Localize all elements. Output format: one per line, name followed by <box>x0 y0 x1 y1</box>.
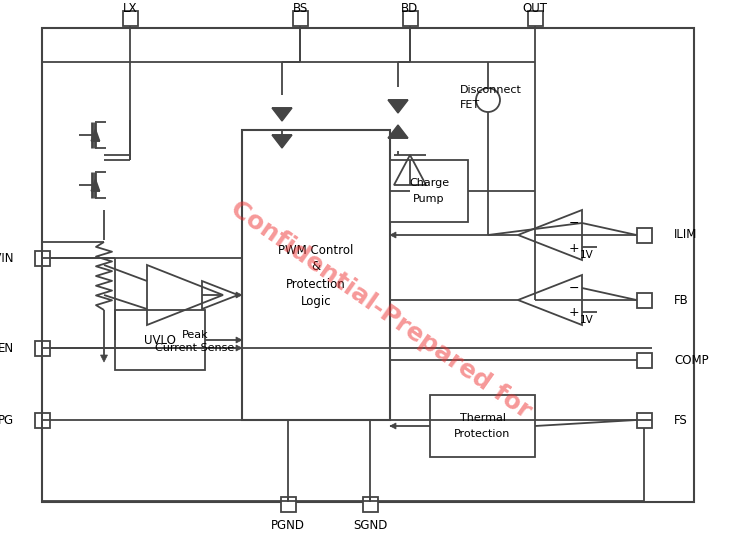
Text: SVIN: SVIN <box>0 252 14 264</box>
Text: Thermal: Thermal <box>460 413 506 423</box>
Text: ILIM: ILIM <box>674 229 698 241</box>
Text: FS: FS <box>674 413 688 427</box>
Bar <box>34 250 50 265</box>
Text: Charge: Charge <box>409 178 449 188</box>
Text: COMP: COMP <box>674 354 709 366</box>
Text: PG: PG <box>0 413 14 427</box>
Text: −: − <box>569 281 579 294</box>
Bar <box>390 160 468 222</box>
Text: Peak: Peak <box>182 330 209 340</box>
Text: +: + <box>569 307 579 319</box>
Bar <box>637 293 651 308</box>
Polygon shape <box>236 292 242 298</box>
Text: SGND: SGND <box>353 519 387 532</box>
Bar <box>637 412 651 428</box>
Text: LX: LX <box>123 2 138 14</box>
Text: OUT: OUT <box>523 2 548 14</box>
Bar <box>115 310 205 370</box>
Bar <box>34 341 50 356</box>
Text: FB: FB <box>674 294 689 307</box>
Text: Protection: Protection <box>455 429 511 439</box>
Text: 1V: 1V <box>580 315 594 325</box>
Bar <box>528 11 542 26</box>
Text: Pump: Pump <box>414 194 445 204</box>
Bar <box>637 352 651 367</box>
Text: −: − <box>569 216 579 230</box>
Text: Current Sense: Current Sense <box>155 343 235 353</box>
Text: PGND: PGND <box>271 519 305 532</box>
Text: &: & <box>311 261 321 273</box>
Bar <box>293 11 307 26</box>
Text: 1V: 1V <box>580 250 594 260</box>
Bar <box>280 497 296 512</box>
Bar <box>42 28 694 502</box>
Text: +: + <box>569 241 579 255</box>
Bar <box>122 11 138 26</box>
Polygon shape <box>92 179 100 191</box>
Polygon shape <box>388 100 408 113</box>
Polygon shape <box>92 129 100 141</box>
Bar <box>34 412 50 428</box>
Text: Disconnect: Disconnect <box>460 85 522 95</box>
Text: Logic: Logic <box>301 295 332 309</box>
Polygon shape <box>236 345 242 351</box>
Polygon shape <box>100 355 108 362</box>
Bar <box>637 227 651 242</box>
Polygon shape <box>388 125 408 138</box>
Text: UVLO: UVLO <box>144 334 176 347</box>
Text: Confidential-Prepared for: Confidential-Prepared for <box>225 197 536 423</box>
Bar <box>430 395 535 457</box>
Bar <box>403 11 417 26</box>
Text: BS: BS <box>292 2 307 14</box>
Text: FET: FET <box>460 100 480 110</box>
Text: PWM Control: PWM Control <box>278 244 354 256</box>
Bar <box>242 130 390 420</box>
Polygon shape <box>390 423 396 429</box>
Polygon shape <box>390 232 396 238</box>
Polygon shape <box>272 108 292 121</box>
Text: Protection: Protection <box>286 279 346 292</box>
Bar <box>362 497 378 512</box>
Polygon shape <box>272 135 292 148</box>
Polygon shape <box>236 337 242 343</box>
Text: EN: EN <box>0 342 14 355</box>
Text: BD: BD <box>401 2 419 14</box>
